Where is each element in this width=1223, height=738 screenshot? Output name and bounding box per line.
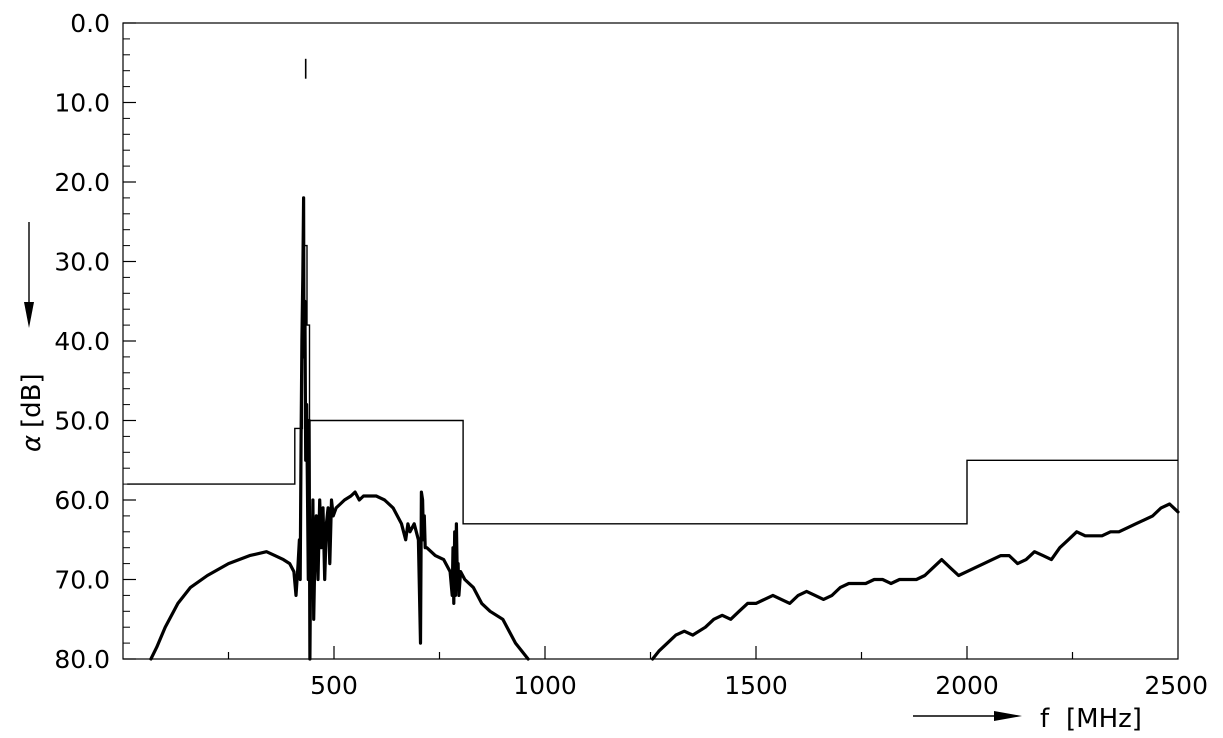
x-axis-label-group: f [MHz]	[913, 704, 1142, 734]
x-tick-label: 2500	[1144, 671, 1208, 700]
attenuation-curve-segment-2	[651, 502, 1180, 661]
y-tick-label: 50.0	[54, 407, 110, 436]
x-axis-label: f	[1040, 704, 1050, 734]
y-tick-label: 60.0	[54, 486, 110, 515]
y-axis-ticks: 0.0 10.0 20.0 30.0 40.0 50.0 60.0 70.0 80.0	[54, 9, 136, 674]
series-layer	[127, 58, 1180, 661]
x-tick-label: 1500	[724, 671, 788, 700]
y-tick-label: 20.0	[54, 168, 110, 197]
y-tick-label: 0.0	[70, 9, 110, 38]
x-axis-ticks: 500 1000 1500 2000 2500	[227, 646, 1208, 700]
y-axis-arrow-head	[24, 302, 34, 328]
y-axis-label-group: α [dB]	[17, 222, 47, 452]
y-tick-label: 40.0	[54, 327, 110, 356]
y-tick-label: 70.0	[54, 566, 110, 595]
y-axis-unit: [dB]	[17, 373, 47, 428]
attenuation-curve-segment-1	[149, 196, 530, 661]
x-tick-label: 1000	[513, 671, 577, 700]
y-tick-label: 80.0	[54, 645, 110, 674]
y-tick-label: 10.0	[54, 89, 110, 118]
limit-mask-line	[127, 244, 1178, 525]
x-axis-unit: [MHz]	[1066, 704, 1142, 734]
x-tick-label: 2000	[935, 671, 999, 700]
x-tick-label: 500	[310, 671, 358, 700]
x-axis-arrow-head	[994, 711, 1022, 721]
y-tick-label: 30.0	[54, 248, 110, 277]
y-axis-label: α	[17, 435, 47, 452]
